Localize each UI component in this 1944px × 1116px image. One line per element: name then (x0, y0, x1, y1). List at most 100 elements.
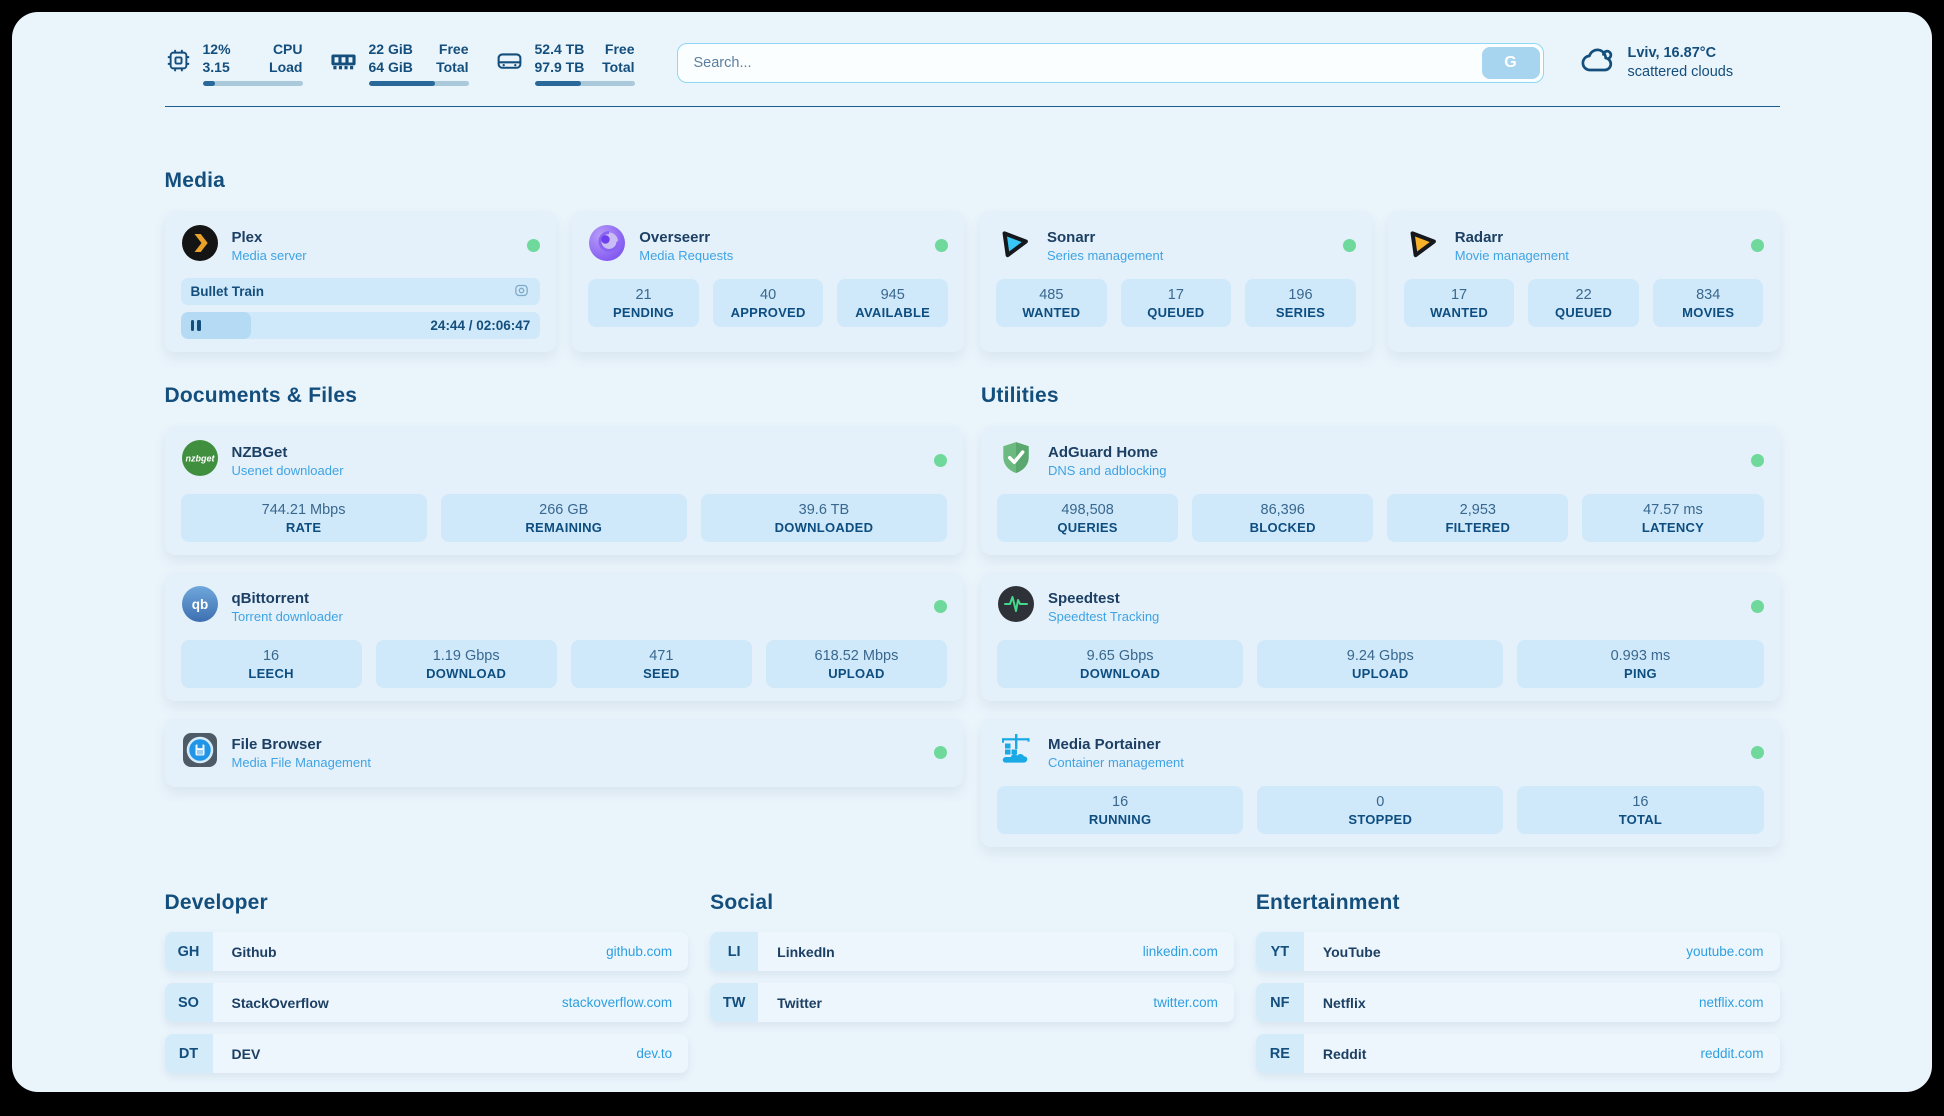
section-title-media: Media (164, 169, 226, 192)
app-subtitle: DNS and adblocking (1048, 462, 1167, 478)
link-dev[interactable]: DT DEV dev.to (164, 1034, 689, 1073)
section-title-entertainment: Entertainment (1255, 891, 1400, 914)
disk-free-value: 52.4 TB (534, 41, 585, 57)
link-url: linkedin.com (1142, 944, 1218, 959)
link-linkedin[interactable]: LI LinkedIn linkedin.com (710, 932, 1234, 971)
status-dot (1750, 239, 1764, 252)
app-name: NZBGet (231, 443, 288, 461)
search-engine-button[interactable]: G (1481, 47, 1540, 79)
stat-pending: 21 PENDING (588, 279, 699, 327)
app-name: Radarr (1454, 228, 1504, 246)
stat-approved: 40 APPROVED (712, 279, 824, 327)
search-bar: G (676, 43, 1544, 83)
link-url: youtube.com (1686, 944, 1764, 959)
stat-download: 1.19 Gbps DOWNLOAD (375, 640, 557, 688)
status-dot (934, 746, 947, 759)
portainer-icon (997, 731, 1035, 774)
adguard-icon (997, 439, 1035, 482)
link-netflix[interactable]: NF Netflix netflix.com (1255, 983, 1780, 1022)
stat-ping: 0.993 ms PING (1517, 640, 1764, 688)
stat-upload: 618.52 Mbps UPLOAD (765, 640, 947, 688)
search-input[interactable] (676, 43, 1544, 83)
weather-condition: scattered clouds (1627, 64, 1734, 80)
app-name: File Browser (231, 735, 322, 753)
section-title-social: Social (710, 891, 774, 914)
link-stackoverflow[interactable]: SO StackOverflow stackoverflow.com (164, 983, 689, 1022)
link-name: Netflix (1322, 994, 1366, 1011)
link-abbr: NF (1255, 983, 1304, 1022)
app-subtitle: Container management (1048, 754, 1184, 770)
playback-time: 24:44 / 02:06:47 (430, 318, 531, 333)
stat-running: 16 RUNNING (997, 786, 1244, 834)
app-card-adguard[interactable]: AdGuard Home DNS and adblocking 498,508 Q… (981, 426, 1780, 555)
weather-widget: Lviv, 16.87°C scattered clouds (1580, 43, 1780, 84)
stat-filtered: 2,953 FILTERED (1387, 494, 1569, 542)
social-column: Social LI LinkedIn linkedin.com TW Twitt… (710, 891, 1234, 1073)
now-playing-row: Bullet Train (180, 278, 541, 305)
section-title-utilities: Utilities (981, 384, 1059, 407)
camera-icon[interactable] (513, 282, 530, 302)
stat-wanted: 17 WANTED (1403, 279, 1515, 327)
link-abbr: RE (1255, 1034, 1304, 1073)
cpu-label: CPU (272, 41, 303, 57)
app-subtitle: Media server (231, 247, 307, 263)
header: 12% CPU 3.15 Load 22 GiB Free 64 GiB Total (165, 12, 1780, 86)
stat-leech: 16 LEECH (180, 640, 362, 688)
app-name: Sonarr (1047, 228, 1096, 246)
nzbget-icon: nzbget (181, 439, 219, 482)
app-card-radarr[interactable]: Radarr Movie management 17 WANTED 22 QUEUE… (1387, 211, 1780, 352)
cpu-progress (202, 81, 303, 86)
ram-free-value: 22 GiB (368, 41, 413, 57)
disk-total-value: 97.9 TB (534, 59, 585, 75)
now-playing-title: Bullet Train (190, 284, 265, 299)
app-card-speedtest[interactable]: Speedtest Speedtest Tracking 9.65 Gbps DO… (981, 572, 1780, 701)
ram-progress (368, 81, 469, 86)
disk-free-label: Free (604, 41, 635, 57)
stat-remaining: 266 GB REMAINING (440, 494, 687, 542)
stat-queued: 17 QUEUED (1120, 279, 1232, 327)
stat-wanted: 485 WANTED (996, 279, 1107, 327)
app-card-overseerr[interactable]: Overseerr Media Requests 21 PENDING 40 APP… (572, 211, 964, 352)
stat-series: 196 SERIES (1245, 279, 1356, 327)
svg-text:nzbget: nzbget (185, 454, 215, 464)
link-url: netflix.com (1698, 995, 1764, 1010)
link-name: YouTube (1322, 943, 1381, 960)
link-name: Reddit (1322, 1045, 1367, 1062)
link-name: StackOverflow (231, 994, 329, 1011)
stat-download: 9.65 Gbps DOWNLOAD (997, 640, 1244, 688)
sonarr-icon (996, 224, 1034, 267)
link-youtube[interactable]: YT YouTube youtube.com (1255, 932, 1780, 971)
utilities-column: Utilities AdGuard Home DNS and adblockin… (981, 384, 1780, 847)
app-card-filebrowser[interactable]: File Browser Media File Management (164, 718, 963, 787)
section-title-documents: Documents & Files (164, 384, 358, 407)
stat-available: 945 AVAILABLE (837, 279, 948, 327)
status-dot (935, 239, 948, 252)
link-github[interactable]: GH Github github.com (164, 932, 689, 971)
stat-total: 16 TOTAL (1517, 786, 1764, 834)
app-card-plex[interactable]: Plex Media server Bullet Train 24:44 / 0… (164, 211, 557, 352)
app-subtitle: Speedtest Tracking (1048, 608, 1160, 624)
cloud-icon (1580, 43, 1616, 84)
app-subtitle: Media File Management (231, 754, 371, 770)
app-card-portainer[interactable]: Media Portainer Container management 16 R… (981, 718, 1780, 847)
system-stats: 12% CPU 3.15 Load 22 GiB Free 64 GiB Total (165, 40, 635, 86)
app-card-qbittorrent[interactable]: qb qBittorrent Torrent downloader 16 LEEC… (164, 572, 963, 701)
link-url: dev.to (636, 1046, 673, 1061)
entertainment-column: Entertainment YT YouTube youtube.com NF … (1255, 891, 1780, 1073)
stat-upload: 9.24 Gbps UPLOAD (1257, 640, 1504, 688)
link-twitter[interactable]: TW Twitter twitter.com (710, 983, 1234, 1022)
app-card-nzbget[interactable]: nzbget NZBGet Usenet downloader 744.21 M… (164, 426, 963, 555)
cpu-usage: 12% (202, 41, 231, 57)
link-abbr: TW (710, 983, 759, 1022)
app-name: qBittorrent (231, 589, 310, 607)
app-subtitle: Usenet downloader (231, 462, 344, 478)
disk-total-label: Total (602, 59, 635, 75)
stat-blocked: 86,396 BLOCKED (1192, 494, 1374, 542)
link-reddit[interactable]: RE Reddit reddit.com (1255, 1034, 1780, 1073)
status-dot (527, 239, 541, 252)
status-dot (934, 600, 947, 613)
link-abbr: LI (710, 932, 759, 971)
svg-text:qb: qb (191, 597, 208, 612)
link-name: Twitter (777, 994, 823, 1011)
app-card-sonarr[interactable]: Sonarr Series management 485 WANTED 17 QUE… (980, 211, 1372, 352)
